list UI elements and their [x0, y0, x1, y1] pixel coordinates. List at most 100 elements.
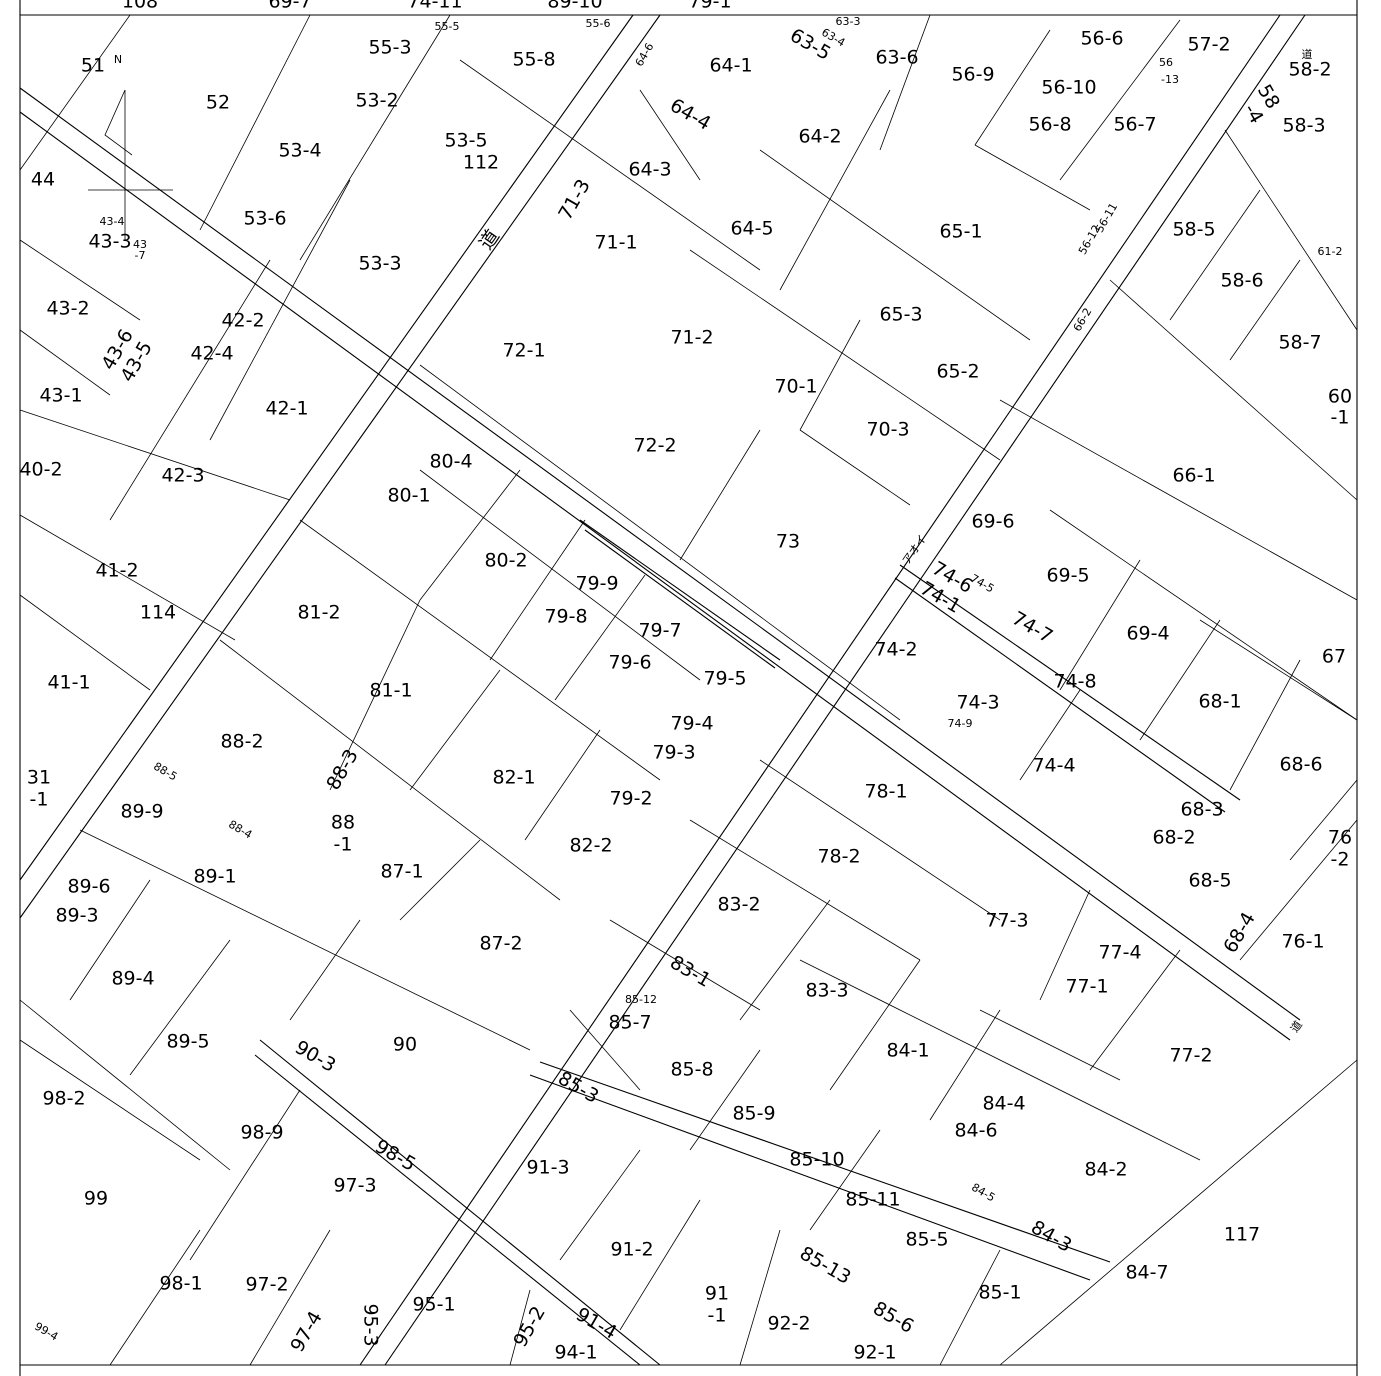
parcel-label: 89-4: [111, 968, 154, 990]
parcel-label: 77-4: [1098, 942, 1141, 964]
parcel-label: 87-2: [479, 933, 522, 955]
parcel-label: 56-6: [1080, 28, 1123, 50]
parcel-label: 88-4: [226, 818, 254, 842]
parcel-label: 65-2: [936, 361, 979, 383]
parcel-label: 41-1: [47, 672, 90, 694]
parcel-label: 68-2: [1152, 827, 1195, 849]
parcel-label: 98-1: [159, 1273, 202, 1295]
parcel-label: 85-6: [869, 1297, 917, 1338]
parcel-label: 79-5: [703, 668, 746, 690]
parcel-label: 43-4: [100, 215, 125, 228]
parcel-label: -7: [135, 249, 146, 262]
parcel-label: 83-2: [717, 894, 760, 916]
parcel-label: 88-5: [151, 760, 179, 784]
parcel-label: -13: [1161, 73, 1179, 86]
parcel-label: 64-5: [730, 218, 773, 240]
parcel-label: 85-5: [905, 1229, 948, 1251]
parcel-label: 42-3: [161, 465, 204, 487]
parcel-label: N: [114, 53, 122, 66]
parcel-label: 74-8: [1053, 671, 1096, 693]
parcel-label: 97-2: [245, 1274, 288, 1296]
parcel-label: 94-1: [554, 1342, 597, 1364]
parcel-labels: 108 69-7 74-11 89-10 79-1 51 N 52 55-3 55-5 55-6 55…: [19, 0, 1352, 1364]
parcel-label: 44: [31, 169, 55, 191]
parcel-label: 70-3: [866, 419, 909, 441]
parcel-label: 108: [122, 0, 158, 13]
parcel-label: 56-7: [1113, 114, 1156, 136]
parcel-label: 58-7: [1278, 332, 1321, 354]
parcel-label: 64-2: [798, 126, 841, 148]
parcel-label: 99-4: [32, 1320, 60, 1344]
parcel-label: -1: [30, 789, 49, 811]
parcel-label: 95-2: [509, 1303, 550, 1351]
parcel-label: 85-7: [608, 1012, 651, 1034]
parcel-label: 42-4: [190, 343, 233, 365]
parcel-label: 64-1: [709, 55, 752, 77]
parcel-label: 道: [475, 226, 504, 254]
parcel-label: 85-1: [978, 1282, 1021, 1304]
parcel-label: 68-4: [1219, 909, 1260, 957]
parcel-label: 56-9: [951, 64, 994, 86]
parcel-label: 77-2: [1169, 1045, 1212, 1067]
parcel-label: 53-4: [278, 140, 321, 162]
parcel-label: 98-9: [240, 1122, 283, 1144]
parcel-lines: [19, 14, 1358, 1366]
parcel-label: 80-2: [484, 550, 527, 572]
parcel-label: 58-6: [1220, 270, 1263, 292]
parcel-label: -2: [1331, 849, 1350, 871]
parcel-label: 77-1: [1065, 976, 1108, 998]
parcel-label: 84-7: [1125, 1262, 1168, 1284]
parcel-label: 85-13: [796, 1242, 855, 1289]
parcel-label: 84-1: [886, 1040, 929, 1062]
parcel-label: 56-10: [1041, 77, 1096, 99]
parcel-label: 91: [705, 1283, 729, 1305]
parcel-label: 89-3: [55, 905, 98, 927]
parcel-label: 31: [27, 767, 51, 789]
parcel-label: 77-3: [985, 910, 1028, 932]
parcel-label: 82-2: [569, 835, 612, 857]
parcel-label: 79-2: [609, 788, 652, 810]
parcel-label: 56-8: [1028, 114, 1071, 136]
parcel-label: 79-6: [608, 652, 651, 674]
parcel-label: 85-8: [670, 1059, 713, 1081]
parcel-label: 92-2: [767, 1313, 810, 1335]
parcel-label: 98-2: [42, 1088, 85, 1110]
parcel-label: 58-3: [1282, 115, 1325, 137]
parcel-label: 69-7: [268, 0, 311, 13]
parcel-label: 71-1: [594, 232, 637, 254]
parcel-label: 89-10: [547, 0, 602, 13]
parcel-label: 97-4: [286, 1308, 327, 1356]
parcel-label: 55-5: [435, 20, 460, 33]
parcel-label: 85-10: [789, 1149, 844, 1171]
parcel-label: 71-3: [554, 176, 595, 224]
parcel-label: 53-5: [444, 130, 487, 152]
parcel-label: 60: [1328, 386, 1352, 408]
parcel-label: 52: [206, 92, 230, 114]
parcel-label: 79-4: [670, 713, 713, 735]
parcel-label: 84-2: [1084, 1159, 1127, 1181]
parcel-label: 74-9: [948, 717, 973, 730]
parcel-label: 42-1: [265, 398, 308, 420]
parcel-label: 85-9: [732, 1103, 775, 1125]
parcel-label: 67: [1322, 646, 1346, 668]
parcel-label: 55-6: [586, 17, 611, 30]
frame: [19, 0, 1358, 1376]
parcel-label: -1: [708, 1305, 727, 1327]
parcel-label: 69-5: [1046, 565, 1089, 587]
parcel-label: 66-1: [1172, 465, 1215, 487]
parcel-label: 91-2: [610, 1239, 653, 1261]
parcel-label: 72-2: [633, 435, 676, 457]
parcel-label: 74-4: [1032, 755, 1075, 777]
parcel-label: 76: [1328, 827, 1352, 849]
parcel-label: 61-2: [1318, 245, 1343, 258]
parcel-label: 68-1: [1198, 691, 1241, 713]
parcel-label: 53-3: [358, 253, 401, 275]
parcel-label: 55-8: [512, 49, 555, 71]
parcel-label: 74-7: [1008, 607, 1056, 648]
parcel-label: 114: [140, 602, 176, 624]
parcel-label: 85-11: [845, 1189, 900, 1211]
parcel-label: 70-1: [774, 376, 817, 398]
parcel-label: 79-8: [544, 606, 587, 628]
parcel-label: 79-3: [652, 742, 695, 764]
